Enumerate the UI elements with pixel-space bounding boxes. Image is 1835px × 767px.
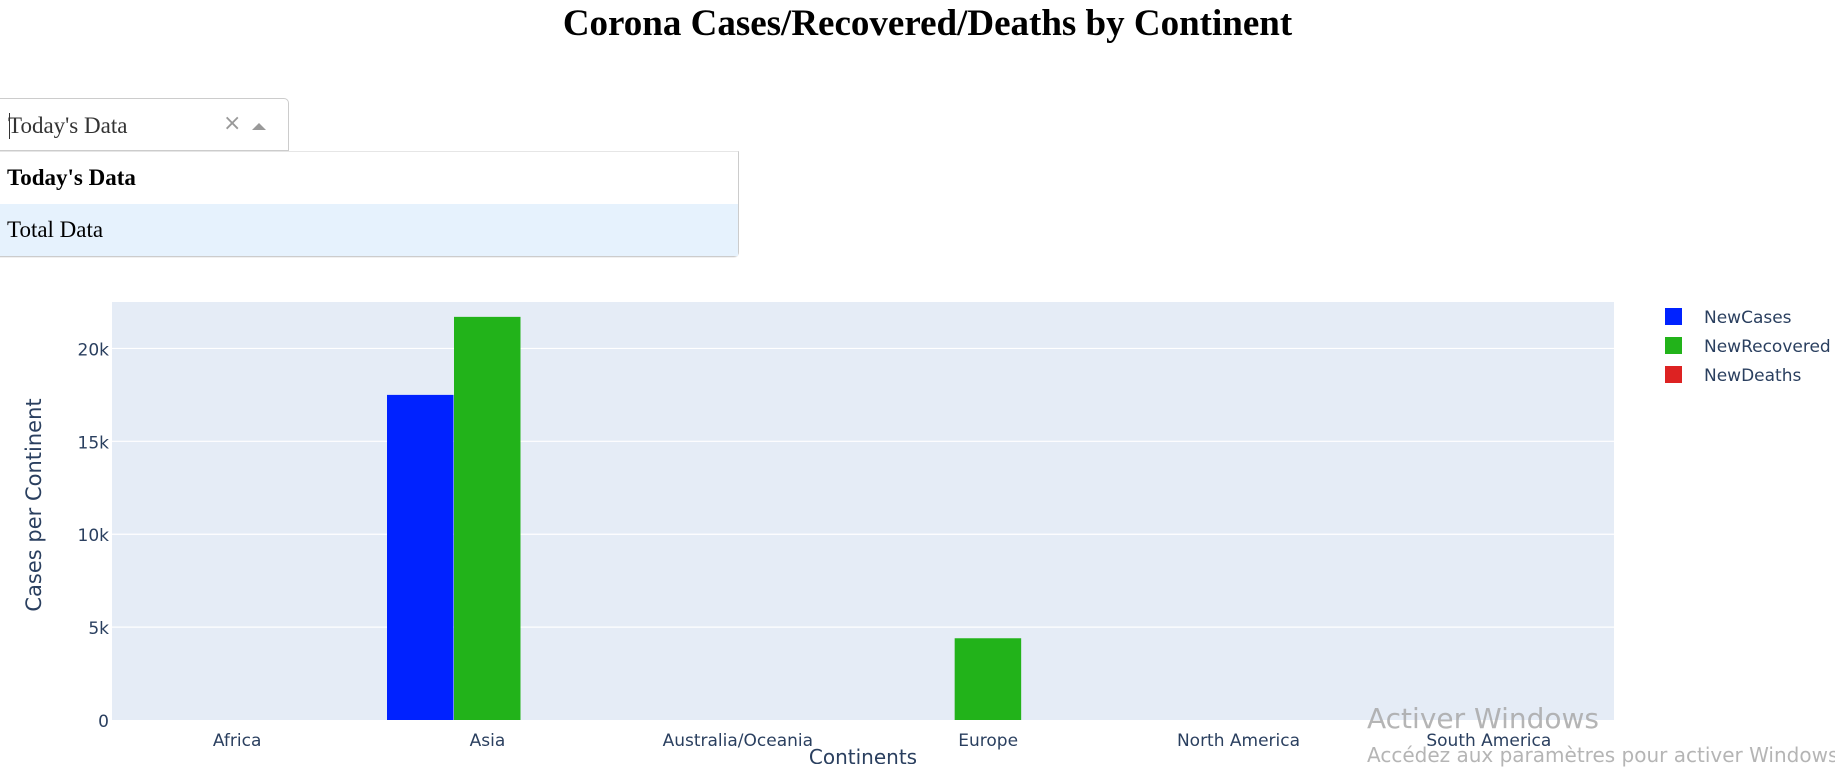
legend-label[interactable]: NewRecovered bbox=[1704, 337, 1831, 357]
legend-swatch[interactable] bbox=[1665, 308, 1682, 325]
option-total-data[interactable]: Total Data bbox=[0, 204, 738, 256]
legend-label[interactable]: NewDeaths bbox=[1704, 366, 1801, 386]
plot-area bbox=[112, 302, 1614, 720]
dropdown-menu: Today's Data Total Data bbox=[0, 151, 739, 257]
y-tick-label: 0 bbox=[98, 712, 109, 732]
data-type-dropdown[interactable]: Today's Data × bbox=[0, 98, 289, 151]
bar-chart: 0 5k 10k 15k 20k Africa Asia Australia/Oceania… bbox=[22, 302, 1831, 764]
legend-label[interactable]: NewCases bbox=[1704, 308, 1792, 328]
y-axis-title: Cases per Continent bbox=[22, 398, 46, 611]
x-tick-label: Australia/Oceania bbox=[663, 731, 813, 751]
option-todays-data[interactable]: Today's Data bbox=[7, 165, 136, 190]
page-title: Corona Cases/Recovered/Deaths by Contine… bbox=[562, 3, 1293, 44]
x-tick-label: Africa bbox=[213, 731, 262, 751]
y-tick-label: 5k bbox=[88, 619, 109, 639]
activate-windows-hint: Accédez aux paramètres pour activer Wind… bbox=[1367, 743, 1835, 767]
bar-newrecovered-europe[interactable] bbox=[954, 638, 1022, 720]
text-cursor bbox=[9, 113, 10, 139]
legend-swatch[interactable] bbox=[1665, 337, 1682, 354]
activate-windows-watermark: Activer Windows bbox=[1367, 702, 1600, 735]
x-tick-label: Asia bbox=[470, 731, 506, 751]
x-tick-label: Europe bbox=[958, 731, 1018, 751]
x-tick-labels: Africa Asia Australia/Oceania Europe North A… bbox=[213, 731, 1551, 751]
clear-icon[interactable]: × bbox=[223, 111, 242, 136]
x-tick-label: South America bbox=[1426, 731, 1551, 751]
chevron-up-icon[interactable] bbox=[252, 123, 266, 130]
legend-swatch[interactable] bbox=[1665, 366, 1682, 383]
bar-newrecovered-asia[interactable] bbox=[454, 316, 521, 720]
y-tick-label: 20k bbox=[78, 340, 110, 360]
dropdown-value: Today's Data bbox=[8, 113, 128, 138]
bars[interactable] bbox=[387, 316, 1022, 720]
x-tick-label: North America bbox=[1177, 731, 1300, 751]
grid-lines bbox=[112, 347, 1614, 628]
y-tick-labels: 0 5k 10k 15k 20k bbox=[78, 340, 110, 732]
x-axis-title: Continents bbox=[809, 745, 917, 764]
bar-newcases-asia[interactable] bbox=[387, 394, 454, 720]
y-tick-label: 15k bbox=[78, 433, 110, 453]
y-tick-label: 10k bbox=[78, 526, 110, 546]
legend[interactable]: NewCases NewRecovered NewDeaths bbox=[1665, 308, 1831, 386]
